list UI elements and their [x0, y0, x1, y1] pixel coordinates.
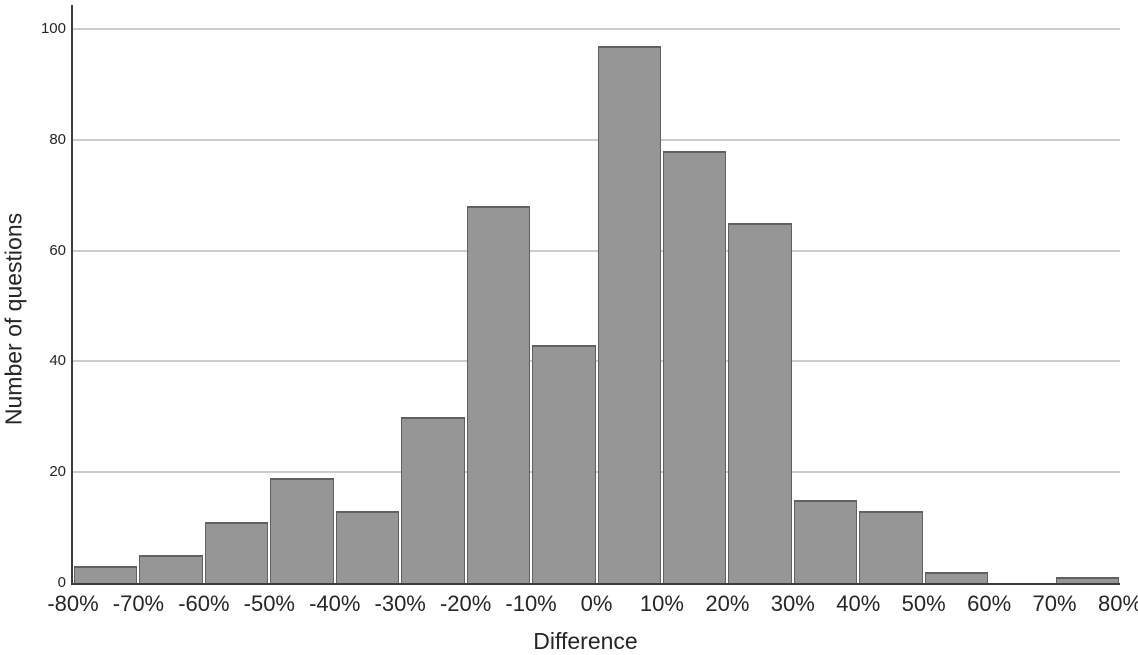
- x-tick-label: 70%: [1032, 591, 1077, 616]
- y-tick-label: 60: [49, 241, 66, 259]
- x-tick-label: 40%: [836, 591, 881, 616]
- y-tick-label: 40: [49, 352, 66, 370]
- x-tick-label: 10%: [639, 591, 684, 616]
- x-tick-label: -40%: [309, 591, 361, 616]
- histogram-bar: [401, 416, 465, 583]
- gridline-y-80: [73, 138, 1120, 141]
- histogram-bar: [74, 566, 138, 583]
- x-tick-label: -30%: [374, 591, 426, 616]
- x-tick-label: 20%: [705, 591, 750, 616]
- y-tick-label: 0: [57, 574, 66, 591]
- histogram-bar: [662, 150, 727, 583]
- histogram-bar: [466, 206, 531, 583]
- x-tick-label: 30%: [770, 591, 815, 616]
- x-tick-label: 60%: [967, 591, 1012, 616]
- histogram-bar: [597, 45, 661, 583]
- x-tick-label: -60%: [178, 591, 230, 616]
- x-tick-label: -50%: [243, 591, 295, 616]
- gridline-y-100: [73, 28, 1120, 30]
- histogram-bar: [335, 510, 400, 583]
- histogram-bar: [924, 571, 989, 583]
- histogram-bar: [728, 222, 792, 583]
- histogram-bar: [1055, 577, 1119, 583]
- gridline-y-40: [73, 360, 1120, 363]
- plot-area: [73, 28, 1120, 583]
- y-tick-label: 20: [49, 463, 66, 481]
- histogram-bar: [532, 344, 596, 583]
- gridline-y-20: [73, 471, 1120, 474]
- histogram-bar: [204, 522, 269, 583]
- histogram-bar: [270, 477, 334, 583]
- histogram-bar: [139, 555, 203, 583]
- x-tick-label: -80%: [47, 591, 99, 616]
- y-tick-label: 100: [40, 20, 66, 37]
- histogram-bar: [859, 510, 923, 583]
- x-tick-label: 50%: [901, 591, 946, 616]
- x-tick-label: 0%: [580, 591, 613, 616]
- x-tick-label: -10%: [505, 591, 557, 616]
- y-axis-line: [71, 5, 73, 585]
- x-tick-label: -70%: [112, 591, 165, 616]
- gridline-y-60: [73, 249, 1120, 252]
- histogram-bar: [793, 499, 858, 583]
- x-tick-label: 80%: [1097, 591, 1138, 616]
- x-axis-title: Difference: [533, 628, 638, 654]
- x-axis-line: [71, 583, 1120, 585]
- x-tick-label: -20%: [439, 591, 492, 616]
- y-tick-label: 80: [49, 130, 66, 148]
